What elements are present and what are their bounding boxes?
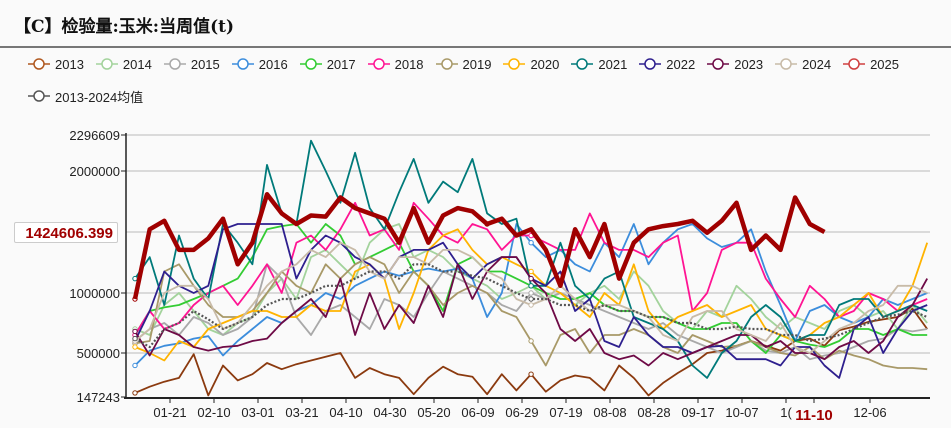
legend-label: 2025 — [870, 56, 899, 72]
legend-item-2020[interactable]: 2020 — [503, 53, 559, 75]
legend-label: 2013 — [55, 56, 84, 72]
x-tick-label: 04-30 — [373, 405, 406, 420]
data-point-2013 — [528, 371, 534, 377]
legend-label: 2016 — [258, 56, 288, 72]
data-point-2024 — [528, 302, 534, 308]
x-tick-label: 09-17 — [681, 405, 714, 420]
x-tick-label: 01-21 — [153, 405, 186, 420]
x-tick-label: 12-06 — [853, 405, 886, 420]
data-point-2013 — [132, 390, 138, 396]
legend-label: 2020 — [530, 56, 560, 72]
chart-title: 【C】检验量:玉米:当周值(t) — [14, 17, 235, 37]
legend-item-2013[interactable]: 2013 — [28, 53, 84, 75]
data-point-2015 — [528, 290, 534, 296]
y-tick-label: 2296609 — [69, 128, 120, 143]
legend-item-2014[interactable]: 2014 — [95, 53, 152, 75]
x-tick-label: 02-10 — [197, 405, 230, 420]
legend-marker-icon — [95, 58, 118, 70]
legend-marker-icon — [707, 58, 730, 70]
legend-item-2017[interactable]: 2017 — [299, 53, 356, 75]
legend-label: 2014 — [122, 56, 152, 72]
x-tick-label: 07-19 — [549, 405, 582, 420]
x-tick-label: 1( — [780, 405, 792, 420]
legend-label: 2024 — [802, 56, 832, 72]
legend-item-2023[interactable]: 2023 — [707, 53, 763, 75]
y-tick-label: 500000 — [77, 346, 120, 361]
data-point-2020 — [528, 268, 534, 275]
data-point-2020 — [132, 344, 138, 350]
data-point-2016 — [132, 362, 138, 369]
data-point-2023 — [528, 275, 534, 282]
legend-label: 2017 — [326, 56, 356, 72]
legend-item-2016[interactable]: 2016 — [231, 53, 288, 75]
legend-marker-icon — [28, 58, 50, 70]
data-point-2013-2024均值 — [132, 335, 138, 342]
data-point-2021 — [132, 275, 138, 282]
x-tick-label: 03-01 — [241, 405, 274, 420]
legend-item-2015[interactable]: 2015 — [163, 53, 220, 75]
legend-marker-icon — [231, 58, 254, 70]
legend-marker-icon — [435, 58, 458, 70]
legend-marker-icon — [843, 58, 866, 70]
legend-label: 2013-2024均值 — [55, 89, 144, 105]
crosshair-value-label: 1424606.399 — [14, 222, 118, 243]
legend-label: 2015 — [190, 56, 220, 72]
legend-item-2025[interactable]: 2025 — [843, 53, 899, 75]
x-tick-label: 08-08 — [593, 405, 626, 420]
x-tick-label: 04-10 — [329, 405, 362, 420]
legend-marker-icon — [299, 58, 322, 70]
data-point-2023 — [132, 328, 138, 335]
legend-label: 2018 — [394, 56, 424, 72]
title-divider — [0, 46, 951, 48]
x-tick-label: 05-20 — [417, 405, 450, 420]
data-point-2021 — [528, 283, 534, 289]
legend-label: 2022 — [666, 56, 696, 72]
legend-marker-icon — [28, 90, 50, 102]
legend-item-2021[interactable]: 2021 — [571, 53, 627, 75]
legend-item-2022[interactable]: 2022 — [639, 53, 695, 75]
y-tick-label: 2000000 — [69, 164, 120, 179]
legend-label: 2021 — [598, 56, 628, 72]
legend-label: 2023 — [734, 56, 764, 72]
x-tick-label: 06-09 — [461, 405, 494, 420]
y-tick-label: 147243 — [77, 390, 120, 405]
x-tick-label: 03-21 — [285, 405, 318, 420]
legend-item-2013-2024均值[interactable]: 2013-2024均值 — [28, 85, 143, 107]
legend-item-2024[interactable]: 2024 — [775, 53, 831, 75]
series-line-2025 — [132, 192, 826, 300]
legend-marker-icon — [503, 58, 526, 70]
legend-marker-icon — [367, 58, 390, 70]
x-tick-label: 11-10 — [795, 407, 833, 424]
data-point-2013-2024均值 — [528, 296, 534, 302]
legend-label: 2019 — [462, 56, 492, 72]
legend-item-2019[interactable]: 2019 — [435, 53, 492, 75]
legend-marker-icon — [163, 58, 186, 70]
data-point-2016 — [528, 240, 534, 246]
legend-marker-icon — [775, 58, 798, 70]
legend-marker-icon — [571, 58, 594, 70]
x-tick-label: 08-28 — [637, 405, 670, 420]
x-tick-label: 06-29 — [505, 405, 538, 420]
y-tick-label: 1000000 — [69, 286, 120, 301]
legend-marker-icon — [639, 58, 662, 70]
x-tick-label: 10-07 — [725, 405, 758, 420]
legend: 2013 2014 2015 2016 2017 2018 2019 2020 2021 2022… — [28, 53, 948, 107]
data-point-2019 — [528, 338, 534, 344]
legend-item-2018[interactable]: 2018 — [367, 53, 424, 75]
